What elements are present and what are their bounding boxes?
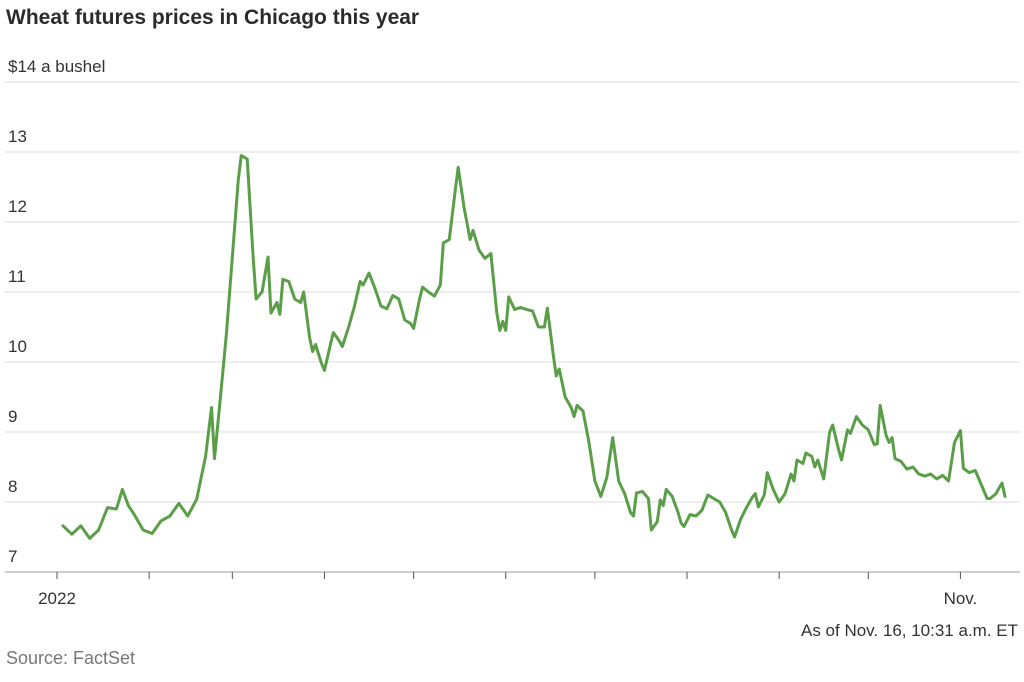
y-tick-label: 10 (8, 337, 27, 356)
y-tick-label: 12 (8, 197, 27, 216)
y-tick-label: 7 (8, 547, 17, 566)
y-tick-label: 8 (8, 477, 17, 496)
x-tick-label: Nov. (944, 589, 978, 608)
y-tick-label: 13 (8, 127, 27, 146)
price-line (61, 154, 1007, 540)
source: Source: FactSet (6, 648, 135, 668)
chart-title: Wheat futures prices in Chicago this yea… (6, 6, 419, 29)
y-tick-label: 9 (8, 407, 17, 426)
y-tick-label: 11 (8, 267, 26, 286)
y-tick-label: $14 a bushel (8, 57, 105, 76)
note: As of Nov. 16, 10:31 a.m. ET (801, 621, 1018, 640)
x-tick-label: 2022 (38, 589, 76, 608)
